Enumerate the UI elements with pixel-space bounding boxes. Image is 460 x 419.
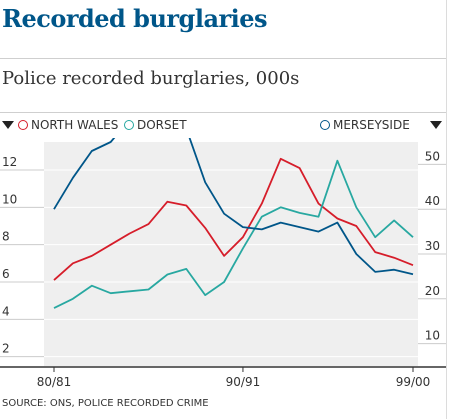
x-tick-label: 80/81 <box>37 375 72 389</box>
legend-divider <box>0 112 446 113</box>
y-tick-label-left: 10 <box>2 192 17 206</box>
source-note: SOURCE: ONS, POLICE RECORDED CRIME <box>2 398 209 409</box>
legend-item-dorset: DORSET <box>124 118 187 132</box>
legend-label: DORSET <box>137 118 187 132</box>
right-axis-triangle-icon <box>430 121 442 129</box>
y-tick-label-right: 40 <box>425 194 440 208</box>
plot-background <box>44 142 418 366</box>
legend-label: MERSEYSIDE <box>333 118 410 132</box>
title-divider <box>0 58 446 59</box>
legend-item-north-wales: NORTH WALES <box>18 118 118 132</box>
circle-icon <box>320 120 330 130</box>
legend: NORTH WALES DORSET MERSEYSIDE <box>0 117 446 135</box>
chart-title: Recorded burglaries <box>2 4 268 33</box>
circle-icon <box>124 120 134 130</box>
series-line-dorset <box>53 159 414 309</box>
left-axis-triangle-icon <box>2 121 14 129</box>
line-chart: 2 4 6 8 10 12 10 20 30 40 50 80/81 90/91 99/00 <box>0 138 446 389</box>
x-tick-label: 99/00 <box>396 375 431 389</box>
y-tick-label-right: 10 <box>425 329 440 343</box>
y-tick-label-right: 20 <box>425 284 440 298</box>
y-tick-label-left: 8 <box>2 230 10 244</box>
y-tick-label-left: 2 <box>2 342 10 356</box>
circle-icon <box>18 120 28 130</box>
y-tick-label-left: 6 <box>2 267 10 281</box>
y-tick-label-right: 50 <box>425 149 440 163</box>
series-line-north-wales <box>53 157 414 281</box>
y-tick-label-right: 30 <box>425 239 440 253</box>
y-tick-label-left: 4 <box>2 304 10 318</box>
x-tick-label: 90/91 <box>226 375 261 389</box>
y-tick-label-left: 12 <box>2 155 17 169</box>
right-edge-divider <box>446 0 447 419</box>
legend-label: NORTH WALES <box>31 118 119 132</box>
legend-item-merseyside: MERSEYSIDE <box>320 118 410 132</box>
series-line-merseyside <box>53 138 414 276</box>
chart-subtitle: Police recorded burglaries, 000s <box>2 68 300 89</box>
